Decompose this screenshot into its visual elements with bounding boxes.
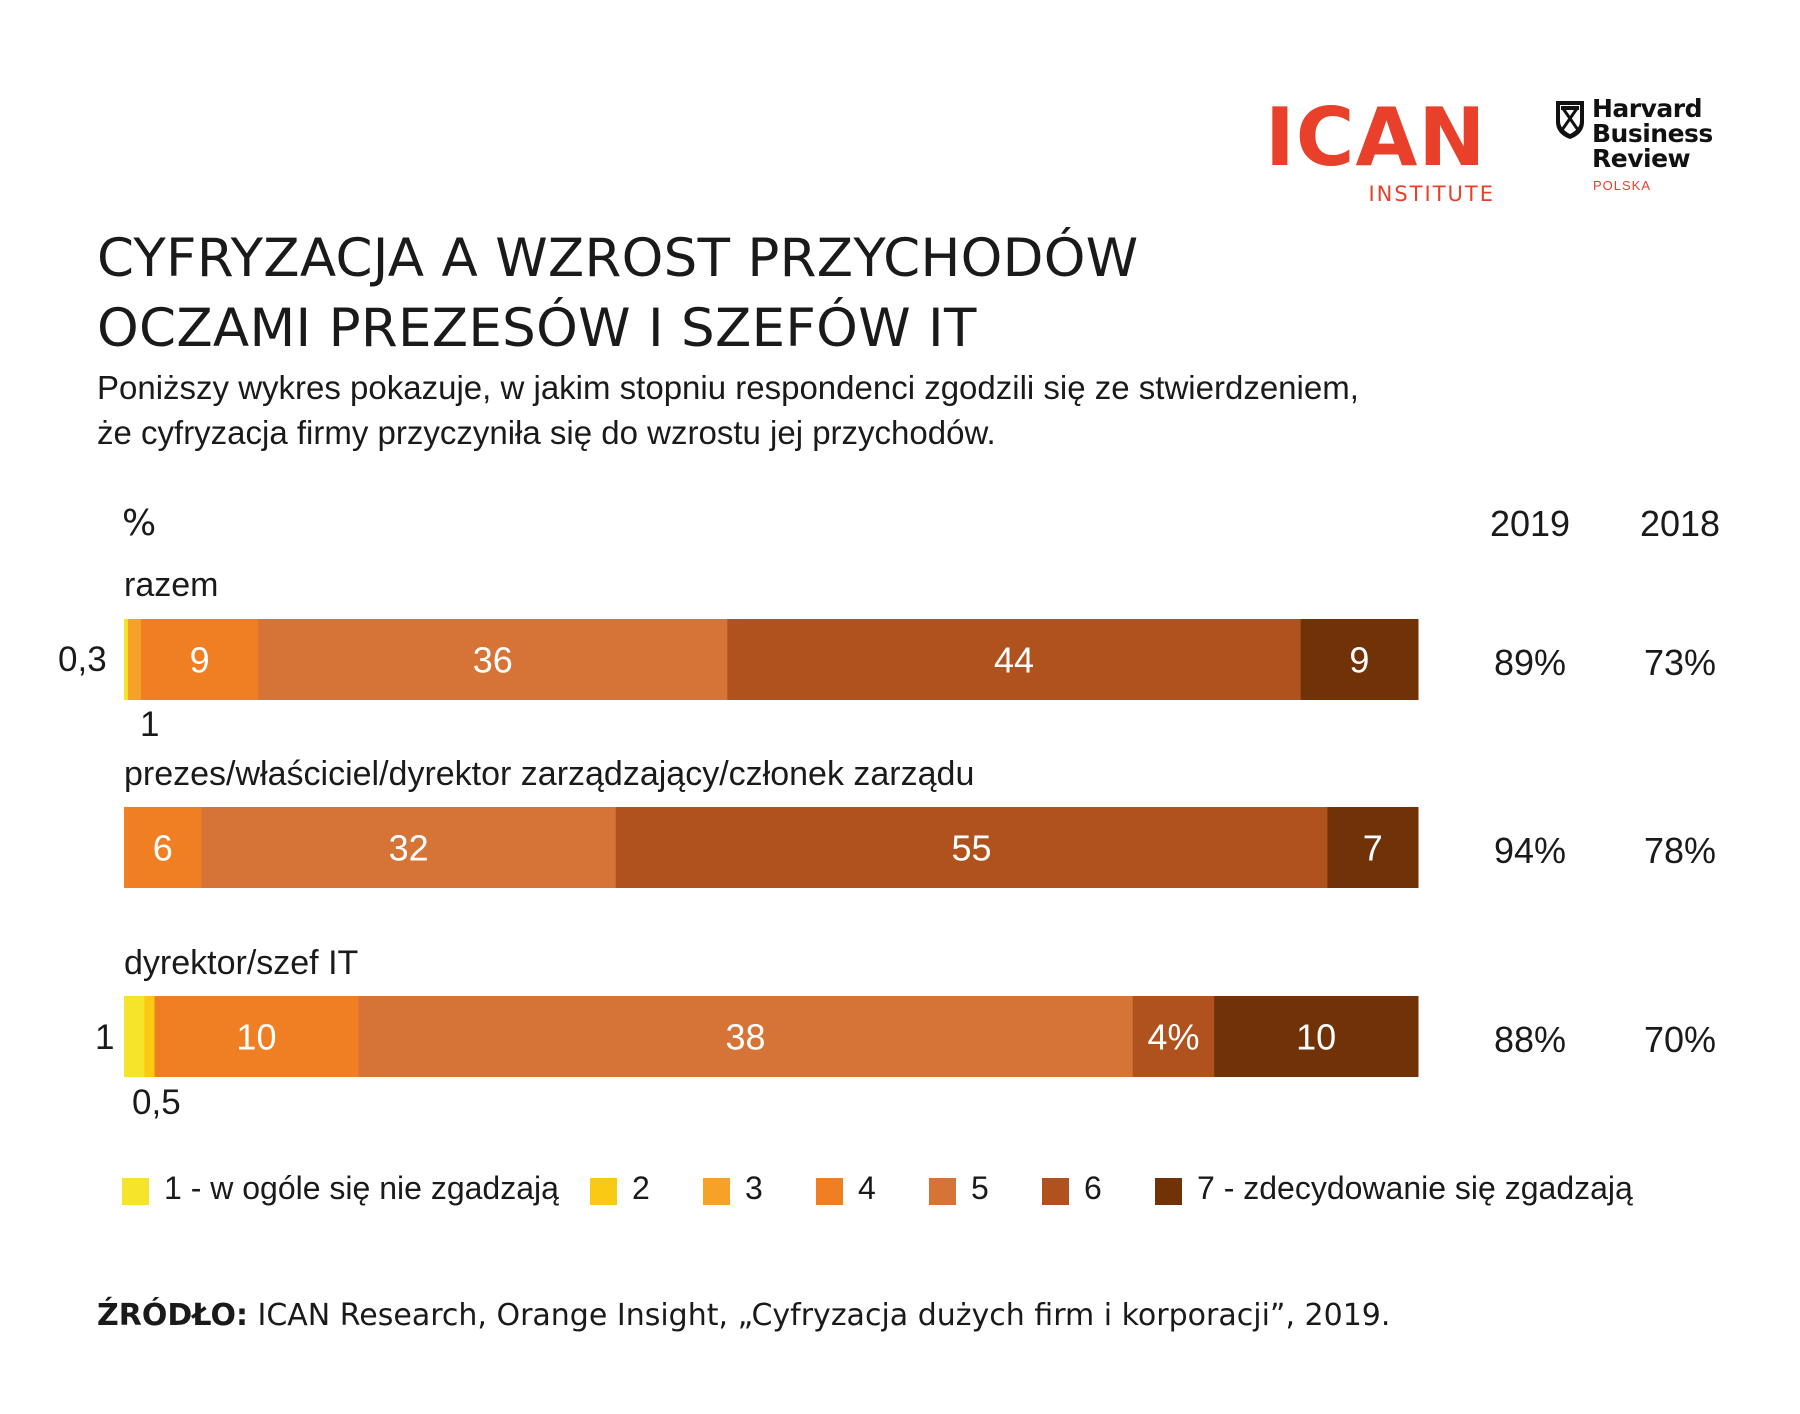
summary-2019-szef-it: 88% <box>1493 1019 1567 1060</box>
bar-segment <box>358 996 1134 1077</box>
bar-segment-label: 10 <box>1296 1017 1336 1058</box>
bar-segment-label: 10 <box>236 1017 276 1058</box>
legend-swatch <box>1155 1178 1182 1205</box>
summary-2018-szef-it: 70% <box>1643 1019 1717 1060</box>
bar-segment-label: 55 <box>952 828 992 869</box>
bar-segment <box>140 619 259 700</box>
source-note: ŹRÓDŁO: ICAN Research, Orange Insight, „… <box>97 1298 1390 1333</box>
bar-segment <box>154 996 359 1077</box>
bar-segment-label: 7 <box>1363 828 1383 869</box>
summary-2018-prezes: 78% <box>1643 830 1717 871</box>
legend-label: 7 - zdecydowanie się zgadzają <box>1197 1170 1633 1206</box>
legend-swatch <box>816 1178 843 1205</box>
bar-segment <box>1327 807 1419 888</box>
outside-label-left: 1 <box>95 1018 115 1057</box>
legend-swatch <box>1042 1178 1069 1205</box>
chart-subtitle: Poniższy wykres pokazuje, w jakim stopni… <box>97 365 1359 455</box>
bar-segment <box>124 996 145 1077</box>
bar-segment <box>727 619 1302 700</box>
bar-segment <box>144 996 156 1077</box>
hbr-logo-text: Harvard Business Review <box>1592 96 1713 171</box>
source-label: ŹRÓDŁO: <box>97 1298 248 1333</box>
summary-2019-prezes: 94% <box>1493 830 1567 871</box>
legend-label: 6 <box>1084 1170 1102 1206</box>
bar-segment-label: 4% <box>1147 1017 1199 1058</box>
title-line: CYFRYZACJA A WZROST PRZYCHODÓW <box>97 228 1139 289</box>
subtitle-line: że cyfryzacja firmy przyczyniła się do w… <box>97 414 996 451</box>
row-label-prezes: prezes/właściciel/dyrektor zarządzający/… <box>124 755 975 793</box>
bar-segment <box>258 619 728 700</box>
bar-segment-label: 36 <box>473 640 513 681</box>
ican-logo-sub: INSTITUTE <box>1368 182 1495 206</box>
bar-segment <box>124 619 129 700</box>
hbr-logo-line: Harvard <box>1592 94 1703 123</box>
ican-institute-logo: ICAN INSTITUTE <box>1265 91 1495 207</box>
unit-label: % <box>122 503 157 544</box>
legend-swatch <box>929 1178 956 1205</box>
bar-segment-label: 6 <box>153 828 173 869</box>
hbr-logo-sub: POLSKA <box>1593 178 1652 193</box>
source-text: ICAN Research, Orange Insight, „Cyfryzac… <box>247 1298 1391 1333</box>
hbr-logo-line: Review <box>1592 144 1691 173</box>
year-2018-header: 2018 <box>1639 503 1721 544</box>
row-label-szef-it: dyrektor/szef IT <box>124 944 359 982</box>
legend-swatch <box>122 1178 149 1205</box>
hbr-logo-line: Business <box>1592 119 1713 148</box>
bar-segment-label: 9 <box>1349 640 1369 681</box>
legend-label: 5 <box>971 1170 989 1206</box>
bar-segment <box>127 619 142 700</box>
bar-segment <box>1300 619 1419 700</box>
legend-label: 4 <box>858 1170 876 1206</box>
bar-segment-label: 32 <box>389 828 429 869</box>
bar-segment-label: 44 <box>994 640 1034 681</box>
hbr-shield-icon <box>1556 101 1584 139</box>
title-line: OCZAMI PREZESÓW I SZEFÓW IT <box>97 298 977 359</box>
bar-segment-label: 9 <box>190 640 210 681</box>
legend-swatch <box>590 1178 617 1205</box>
summary-2019-razem: 89% <box>1493 642 1567 683</box>
outside-label-left: 0,3 <box>58 640 107 679</box>
bar-segment <box>1132 996 1215 1077</box>
outside-label-below: 1 <box>140 705 160 744</box>
bar-segment <box>1214 996 1419 1077</box>
summary-2018-razem: 73% <box>1643 642 1717 683</box>
legend-label: 3 <box>745 1170 763 1206</box>
chart-title: CYFRYZACJA A WZROST PRZYCHODÓW OCZAMI PR… <box>97 224 1139 364</box>
ican-logo-word: ICAN <box>1265 91 1487 184</box>
bar-segment <box>201 807 617 888</box>
row-label-razem: razem <box>124 566 219 604</box>
subtitle-line: Poniższy wykres pokazuje, w jakim stopni… <box>97 369 1359 406</box>
legend-swatch <box>703 1178 730 1205</box>
legend-label: 2 <box>632 1170 650 1206</box>
bar-segment <box>615 807 1328 888</box>
year-2019-header: 2019 <box>1489 503 1571 544</box>
bar-segment <box>124 807 203 888</box>
legend-label: 1 - w ogóle się nie zgadzają <box>164 1170 559 1206</box>
bar-segment-label: 38 <box>726 1017 766 1058</box>
outside-label-below: 0,5 <box>132 1083 181 1122</box>
